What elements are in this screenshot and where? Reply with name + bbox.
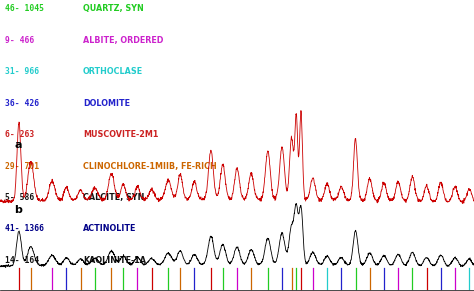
Text: b: b bbox=[14, 205, 22, 214]
Text: ACTINOLITE: ACTINOLITE bbox=[83, 224, 137, 233]
Text: CALCITE, SYN: CALCITE, SYN bbox=[83, 193, 144, 202]
Text: 6- 263: 6- 263 bbox=[5, 130, 34, 139]
Text: 29- 701: 29- 701 bbox=[5, 162, 39, 171]
Text: a: a bbox=[14, 141, 22, 150]
Text: 36- 426: 36- 426 bbox=[5, 99, 39, 108]
Text: 31- 966: 31- 966 bbox=[5, 67, 39, 76]
Text: 46- 1045: 46- 1045 bbox=[5, 4, 44, 13]
Text: QUARTZ, SYN: QUARTZ, SYN bbox=[83, 4, 144, 13]
Text: MUSCOVITE-2M1: MUSCOVITE-2M1 bbox=[83, 130, 158, 139]
Text: DOLOMITE: DOLOMITE bbox=[83, 99, 130, 108]
Text: ORTHOCLASE: ORTHOCLASE bbox=[83, 67, 143, 76]
Text: ALBITE, ORDERED: ALBITE, ORDERED bbox=[83, 36, 164, 45]
Text: 9- 466: 9- 466 bbox=[5, 36, 34, 45]
Text: 5- 586: 5- 586 bbox=[5, 193, 34, 202]
Text: 14- 164: 14- 164 bbox=[5, 256, 39, 265]
Text: 41- 1366: 41- 1366 bbox=[5, 224, 44, 233]
Text: CLINOCHLORE-1MIIB, FE-RICH: CLINOCHLORE-1MIIB, FE-RICH bbox=[83, 162, 217, 171]
Text: KAOLINITE-1A: KAOLINITE-1A bbox=[83, 256, 146, 265]
